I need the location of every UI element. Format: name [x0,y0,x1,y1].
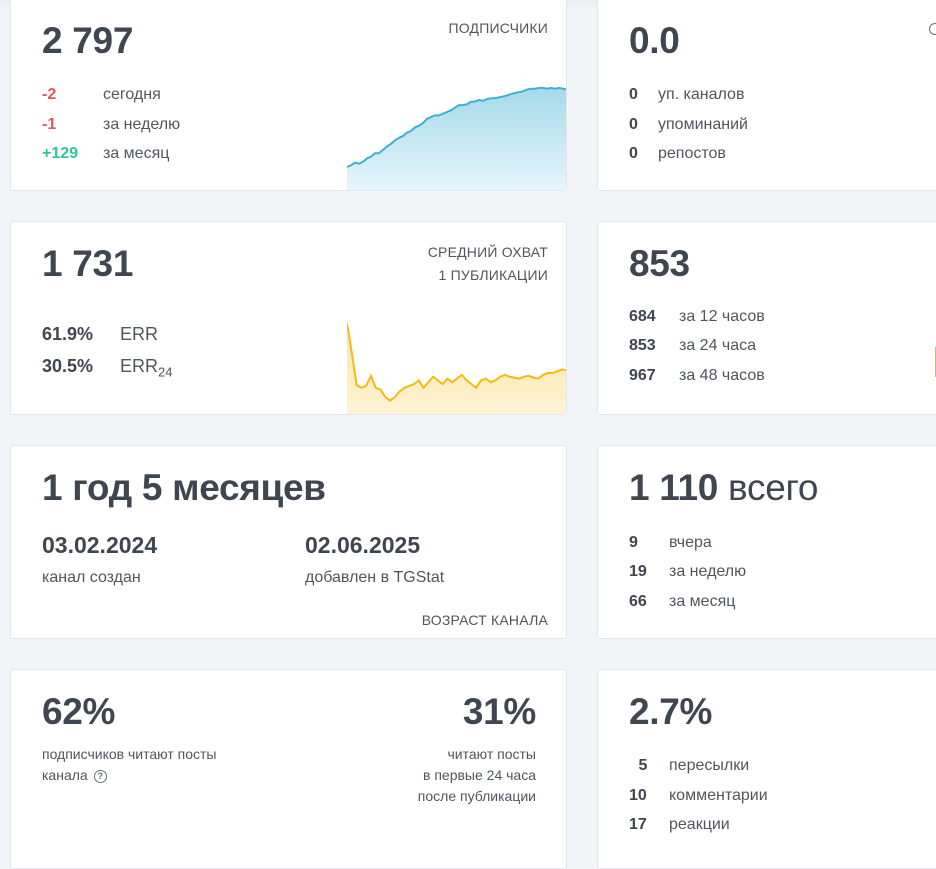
views-stat-12h: 684 за 12 часов [629,308,765,325]
err-stat: 61.9% ERR [42,324,159,344]
subscribers-count: 2 797 [42,20,134,61]
views-value: 853 [629,243,690,284]
subscribers-stat-month: +129 за месяц [42,145,170,162]
readers-right-text: читают посты в первые 24 часа после публ… [417,746,536,804]
readers-card: 62% подписчиков читают посты канала? 31%… [10,669,567,869]
err24-stat: 30.5% ERR24 [42,356,173,380]
added-label: добавлен в TGStat [305,569,445,586]
reach-value: 1 731 [42,243,134,284]
citation-index: 0.0 [629,20,680,61]
engagement-stat-reactions: 17 реакции [629,816,730,833]
engagement-stat-comments: 10 комментарии [629,787,768,804]
posts-stat-week: 19 за неделю [629,563,747,580]
citation-card: 0.0 0 уп. каналов 0 упоминаний 0 репостов [597,0,936,191]
added-date: 02.06.2025 [305,532,421,558]
readers-left-text: подписчиков читают посты канала? [42,746,217,783]
views-card: 853 684 за 12 часов 853 за 24 часа 967 за 4… [597,221,936,415]
citation-stat-mentions: 0 упоминаний [629,116,748,133]
posts-stat-month: 66 за месяц [629,593,736,610]
created-label: канал создан [42,569,141,586]
engagement-card: 2.7% 5 пересылки 10 комментарии 17 реакции [597,669,936,869]
posts-total: 1 110 всего [629,467,819,508]
info-icon[interactable] [929,23,936,35]
help-icon[interactable]: ? [93,770,107,783]
created-date: 03.02.2024 [42,532,158,558]
subscribers-area [347,87,566,190]
reach-card: 1 731 СРЕДНИЙ ОХВАТ 1 ПУБЛИКАЦИИ 61.9% ER… [10,221,567,415]
reach-line [347,323,566,402]
posts-stat-yesterday: 9 вчера [629,534,712,551]
readers-left-value: 62% [42,691,116,732]
engagement-value: 2.7% [629,691,713,732]
readers-right-value: 31% [462,691,536,732]
subscribers-sparkline [347,86,566,190]
reach-area [347,323,566,414]
posts-card: 1 110 всего 9 вчера 19 за неделю 66 за меся… [597,445,936,639]
views-stat-24h: 853 за 24 часа [629,337,757,354]
reach-sparkline [347,323,566,414]
age-value: 1 год 5 месяцев [42,467,326,508]
reach-caption-line2: 1 ПУБЛИКАЦИИ [438,267,548,283]
subscribers-stat-week: -1 за неделю [42,116,181,133]
reach-caption-line1: СРЕДНИЙ ОХВАТ [427,244,548,260]
subscribers-line [347,86,566,168]
citation-stat-channels: 0 уп. каналов [629,86,745,103]
age-card: 1 год 5 месяцев 03.02.2024 канал создан … [10,445,567,639]
age-caption: ВОЗРАСТ КАНАЛА [421,612,548,628]
subscribers-caption: ПОДПИСЧИКИ [448,20,548,36]
views-stat-48h: 967 за 48 часов [629,367,765,384]
citation-stat-reposts: 0 репостов [629,145,726,162]
subscribers-card: 2 797 ПОДПИСЧИКИ -2 сегодня -1 за неделю +… [10,0,567,191]
subscribers-stat-today: -2 сегодня [42,86,161,103]
engagement-stat-forwards: 5 пересылки [638,757,750,774]
